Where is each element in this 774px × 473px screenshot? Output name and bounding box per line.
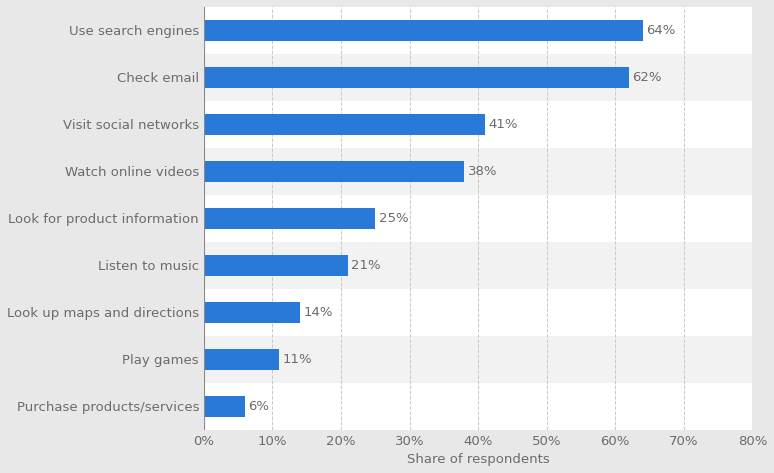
Bar <box>204 67 629 88</box>
Bar <box>204 54 752 101</box>
Bar <box>204 195 752 242</box>
Text: 11%: 11% <box>283 353 313 366</box>
Bar <box>204 148 752 195</box>
Bar <box>204 289 752 336</box>
Bar <box>204 208 375 229</box>
Bar <box>204 114 485 135</box>
Bar <box>204 254 348 276</box>
Bar <box>204 336 752 383</box>
Text: 21%: 21% <box>351 259 381 272</box>
Bar <box>204 349 279 370</box>
Text: 6%: 6% <box>248 400 269 412</box>
Text: 14%: 14% <box>303 306 333 319</box>
Bar <box>204 302 300 323</box>
X-axis label: Share of respondents: Share of respondents <box>407 453 550 466</box>
Bar <box>204 161 464 182</box>
Bar <box>204 242 752 289</box>
Text: 41%: 41% <box>488 118 518 131</box>
Bar <box>204 101 752 148</box>
Bar <box>204 383 752 429</box>
Bar <box>204 7 752 54</box>
Bar <box>204 395 245 417</box>
Bar <box>204 20 642 41</box>
Text: 64%: 64% <box>646 24 676 37</box>
Text: 62%: 62% <box>632 71 662 84</box>
Text: 38%: 38% <box>467 165 498 178</box>
Text: 25%: 25% <box>378 212 409 225</box>
